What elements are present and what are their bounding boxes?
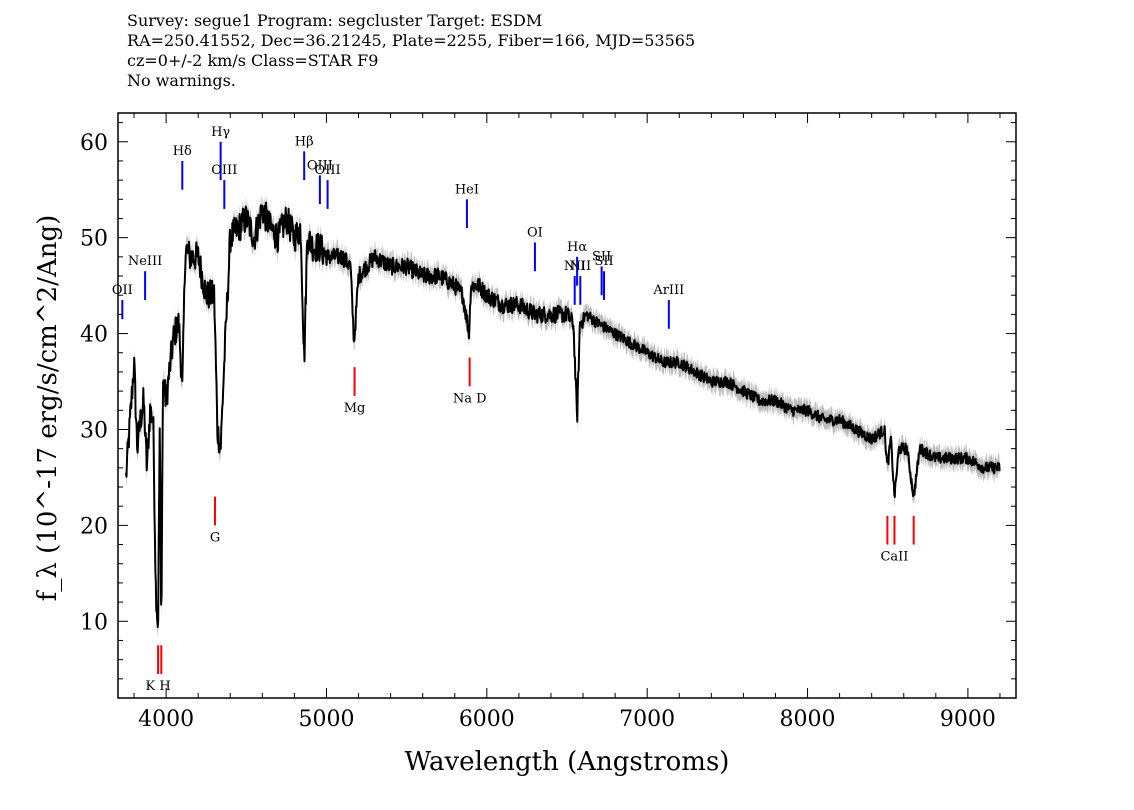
emission-line-label-0: OII [112,283,133,298]
emission-line-label-13: SII [592,249,611,264]
absorption-line-label-4: CaII [880,550,908,565]
flux-line-layer [125,201,1001,628]
x-tick-label-5000: 5000 [298,707,354,732]
y-tick-label-20: 20 [80,514,108,539]
emission-line-label-7: OIII [315,163,341,178]
emission-line-label-3: Hγ [211,125,230,140]
x-tick-label-6000: 6000 [459,707,515,732]
emission-line-label-4: OIII [211,163,237,178]
y-tick-label-10: 10 [80,610,108,635]
x-tick-label-7000: 7000 [619,707,675,732]
emission-line-label-6: OIII [307,158,333,173]
emission-line-markers: OIINeIIIHδHγOIIIHβOIIIOIIIHeIOINIIHαNIIS… [112,125,684,329]
absorption-line-label-0: K H [145,679,170,694]
axis-ticks: 4000 5000 6000 7000 8000 9000 10 20 30 40 50 60 [80,113,1016,732]
plot-frame [117,112,1017,699]
absorption-line-label-1: G [210,530,220,545]
flux-line [125,201,1001,628]
error-band [126,193,1000,637]
absorption-line-markers: K H G Mg Na D CaII [145,357,915,694]
x-axis-title: Wavelength (Angstroms) [405,747,730,777]
y-tick-label-50: 50 [80,227,108,252]
emission-line-label-14: SII [594,254,613,269]
y-tick-label-30: 30 [80,418,108,443]
emission-line-label-2: Hδ [173,144,192,159]
y-tick-label-40: 40 [80,323,108,348]
x-tick-label-4000: 4000 [138,707,194,732]
absorption-line-label-3: Na D [453,391,487,406]
emission-line-label-12: NII [569,259,591,274]
spectrum-header: Survey: segue1 Program: segcluster Targe… [127,11,695,91]
error-band-layer [126,193,1000,637]
emission-line-label-10: NII [564,259,586,274]
plot-border [117,112,1017,699]
y-tick-label-60: 60 [80,131,108,156]
header-survey-line: Survey: segue1 Program: segcluster Targe… [127,11,543,30]
emission-line-label-9: OI [527,225,543,240]
x-tick-label-8000: 8000 [780,707,836,732]
emission-line-label-1: NeIII [128,254,162,269]
y-axis-title: f_λ (10^-17 erg/s/cm^2/Ang) [33,215,63,601]
emission-line-label-15: ArIII [652,283,684,298]
x-tick-label-9000: 9000 [940,707,996,732]
header-warnings-line: No warnings. [127,71,236,90]
emission-line-label-11: Hα [567,240,587,255]
header-redshift-line: cz=0+/-2 km/s Class=STAR F9 [127,51,379,70]
absorption-line-label-2: Mg [344,401,366,416]
header-coordinates-line: RA=250.41552, Dec=36.21245, Plate=2255, … [127,31,696,50]
emission-line-label-5: Hβ [295,134,314,149]
emission-line-label-8: HeI [455,182,479,197]
